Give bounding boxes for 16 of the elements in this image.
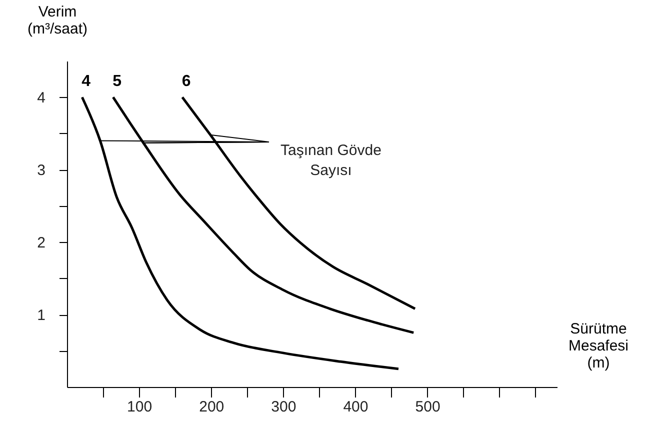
- x-tick-label: 300: [271, 398, 296, 416]
- series-label: 5: [112, 73, 122, 90]
- annotation: Taşınan Gövde Sayısı: [280, 142, 382, 179]
- series-label: 6: [182, 73, 191, 90]
- series-label: 4: [82, 73, 91, 90]
- x-tick-label: 100: [127, 398, 152, 416]
- x-tick-label: 200: [199, 398, 224, 416]
- y-axis-title: Verim (m³/saat): [28, 4, 88, 38]
- line-series: [80, 96, 400, 370]
- x-axis-title: Sürütme Mesafesi (m): [568, 320, 629, 372]
- y-tick-label: 1: [37, 307, 46, 324]
- y-tick-label: 2: [37, 234, 46, 252]
- y-tick-label: 4: [37, 90, 46, 107]
- x-tick-label: 500: [415, 398, 440, 416]
- x-tick-label: 400: [343, 398, 368, 416]
- y-tick-label: 3: [37, 162, 46, 180]
